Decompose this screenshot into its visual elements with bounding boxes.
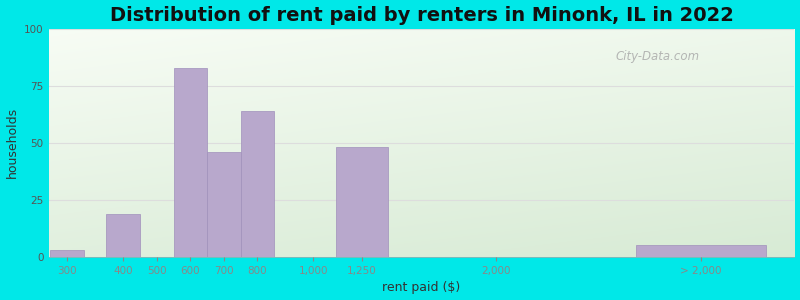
Bar xyxy=(174,68,207,257)
Bar xyxy=(50,250,84,257)
Text: City-Data.com: City-Data.com xyxy=(615,50,699,63)
Bar xyxy=(636,245,766,257)
Title: Distribution of rent paid by renters in Minonk, IL in 2022: Distribution of rent paid by renters in … xyxy=(110,6,734,25)
Bar xyxy=(106,214,140,257)
Bar xyxy=(336,147,388,257)
X-axis label: rent paid ($): rent paid ($) xyxy=(382,281,461,294)
Y-axis label: households: households xyxy=(6,107,18,178)
Bar xyxy=(207,152,241,257)
Bar xyxy=(241,111,274,257)
